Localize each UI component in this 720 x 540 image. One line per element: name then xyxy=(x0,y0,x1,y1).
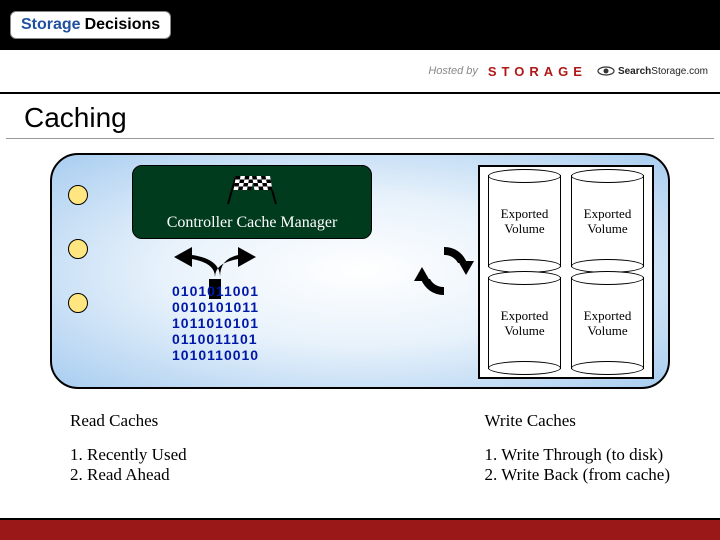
read-caches-item-2: 2. Read Ahead xyxy=(70,465,187,485)
footer-bar xyxy=(0,518,720,540)
ccm-label: Controller Cache Manager xyxy=(167,214,338,232)
searchstorage-sub: Storage.com xyxy=(651,66,708,77)
exported-volume-1: Exported Volume xyxy=(488,175,561,267)
exported-volumes-grid: Exported Volume Exported Volume Exported… xyxy=(478,165,654,379)
write-caches-item-2: 2. Write Back (from cache) xyxy=(485,465,670,485)
write-caches-item-1: 1. Write Through (to disk) xyxy=(485,445,670,465)
sync-icon xyxy=(414,241,474,301)
caches-lists: Read Caches 1. Recently Used 2. Read Ahe… xyxy=(70,411,670,485)
storage-logo: STORAGE xyxy=(488,64,587,79)
read-caches-item-1: 1. Recently Used xyxy=(70,445,187,465)
eye-icon xyxy=(597,66,615,76)
status-dots xyxy=(68,185,88,313)
dot-3 xyxy=(68,293,88,313)
storage-decisions-logo: Storage Decisions xyxy=(10,11,171,39)
exported-volume-4: Exported Volume xyxy=(571,277,644,369)
binary-data: 0101011001 0010101011 1011010101 0110011… xyxy=(172,283,259,363)
sub-header: Hosted by STORAGE SearchStorage.com xyxy=(0,50,720,94)
write-caches-heading: Write Caches xyxy=(485,411,670,431)
logo-word-1: Storage xyxy=(21,16,81,34)
write-caches-col: Write Caches 1. Write Through (to disk) … xyxy=(485,411,670,485)
read-caches-heading: Read Caches xyxy=(70,411,187,431)
hosted-by-label: Hosted by xyxy=(428,65,478,77)
exported-volume-3: Exported Volume xyxy=(488,277,561,369)
logo-word-2: Decisions xyxy=(85,16,161,34)
top-header: Storage Decisions xyxy=(0,0,720,50)
searchstorage-brand: Search xyxy=(618,66,651,77)
read-caches-col: Read Caches 1. Recently Used 2. Read Ahe… xyxy=(70,411,187,485)
dot-2 xyxy=(68,239,88,259)
page-title: Caching xyxy=(6,94,714,139)
exported-volume-2: Exported Volume xyxy=(571,175,644,267)
dot-1 xyxy=(68,185,88,205)
searchstorage-logo: SearchStorage.com xyxy=(597,66,708,77)
caching-diagram: Controller Cache Manager 0101011001 0010… xyxy=(50,153,670,389)
checkered-flag-icon xyxy=(222,172,282,206)
controller-cache-manager-box: Controller Cache Manager xyxy=(132,165,372,239)
